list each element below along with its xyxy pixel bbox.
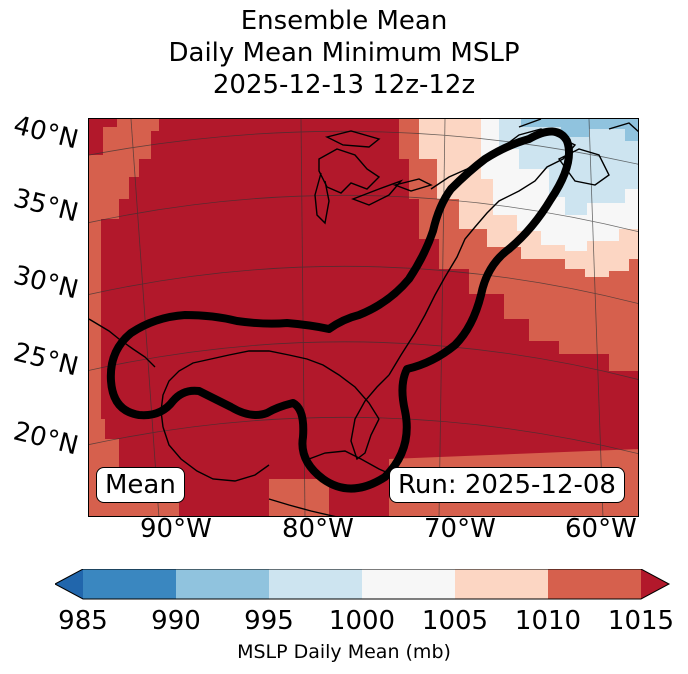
gulf-coast	[160, 350, 380, 428]
field-1010-northwest	[89, 119, 159, 219]
title-line-1: Ensemble Mean	[240, 6, 448, 36]
colorbar-under-arrow	[55, 569, 83, 599]
parallel-40n	[89, 130, 638, 165]
title-line-3: 2025-12-13 12z-12z	[212, 70, 476, 100]
field-1015-northwest-corner	[89, 119, 117, 155]
newfoundland	[608, 122, 638, 133]
field-990	[521, 119, 638, 141]
graticule	[89, 119, 638, 516]
colorbar-tick-990: 990	[151, 606, 201, 636]
parallel-20n	[89, 416, 638, 455]
run-date-label: Run: 2025-12-08	[389, 467, 625, 503]
mexico-coast-north	[89, 318, 120, 340]
lon-label-90w: 90°W	[140, 514, 212, 544]
parallel-35n	[89, 194, 638, 233]
lake-superior	[324, 130, 381, 148]
parallel-30n	[89, 265, 638, 304]
yucatan-coast	[162, 426, 270, 482]
field-1010-southcentral	[269, 479, 329, 516]
nova-scotia	[557, 148, 610, 186]
colorbar-segment-990-995	[176, 569, 269, 599]
meridian-90w	[130, 119, 160, 516]
colorbar-tick-1010: 1010	[514, 606, 582, 636]
ensemble-contour	[106, 127, 573, 493]
central-america-coast	[268, 498, 336, 516]
lake-ontario	[392, 178, 433, 192]
colorbar-segment-1000-1005	[362, 569, 455, 599]
lake-erie	[351, 179, 404, 206]
lat-label-35: 35°N	[10, 183, 82, 229]
colorbar-outline	[55, 569, 671, 600]
st-lawrence	[518, 119, 542, 128]
lat-label-25: 25°N	[10, 337, 82, 383]
field-1010-west	[89, 219, 101, 419]
title-line-2: Daily Mean Minimum MSLP	[168, 38, 520, 68]
mean-label: Mean	[96, 467, 185, 503]
colorbar-label: MSLP Daily Mean (mb)	[237, 641, 451, 663]
meridian-70w	[438, 119, 446, 516]
colorbar-over-arrow	[641, 569, 669, 599]
colorbar-tick-1015: 1015	[607, 606, 675, 636]
meridian-60w	[588, 119, 604, 516]
map-panel	[88, 118, 639, 517]
colorbar-segment-1005-1010	[455, 569, 548, 599]
colorbar-segment-1010-1015	[548, 569, 641, 599]
texas-coast	[118, 338, 156, 368]
colorbar-tick-1000: 1000	[328, 606, 396, 636]
lon-label-80w: 80°W	[282, 514, 354, 544]
parallel-25n	[89, 341, 638, 380]
colorbar-segment-995-1000	[269, 569, 362, 599]
colorbar	[55, 569, 671, 600]
colorbar-segment-985-990	[83, 569, 176, 599]
lat-label-20: 20°N	[10, 416, 82, 462]
colorbar-tick-985: 985	[58, 606, 108, 636]
great-lakes-huron	[318, 148, 381, 194]
lon-label-60w: 60°W	[565, 514, 637, 544]
map-svg	[89, 119, 638, 516]
lon-label-70w: 70°W	[424, 514, 496, 544]
lat-label-40: 40°N	[10, 110, 82, 156]
lat-label-30: 30°N	[10, 260, 82, 306]
lake-michigan	[314, 172, 330, 225]
florida-east	[350, 374, 390, 461]
colorbar-tick-1005: 1005	[421, 606, 489, 636]
colorbar-tick-995: 995	[244, 606, 294, 636]
